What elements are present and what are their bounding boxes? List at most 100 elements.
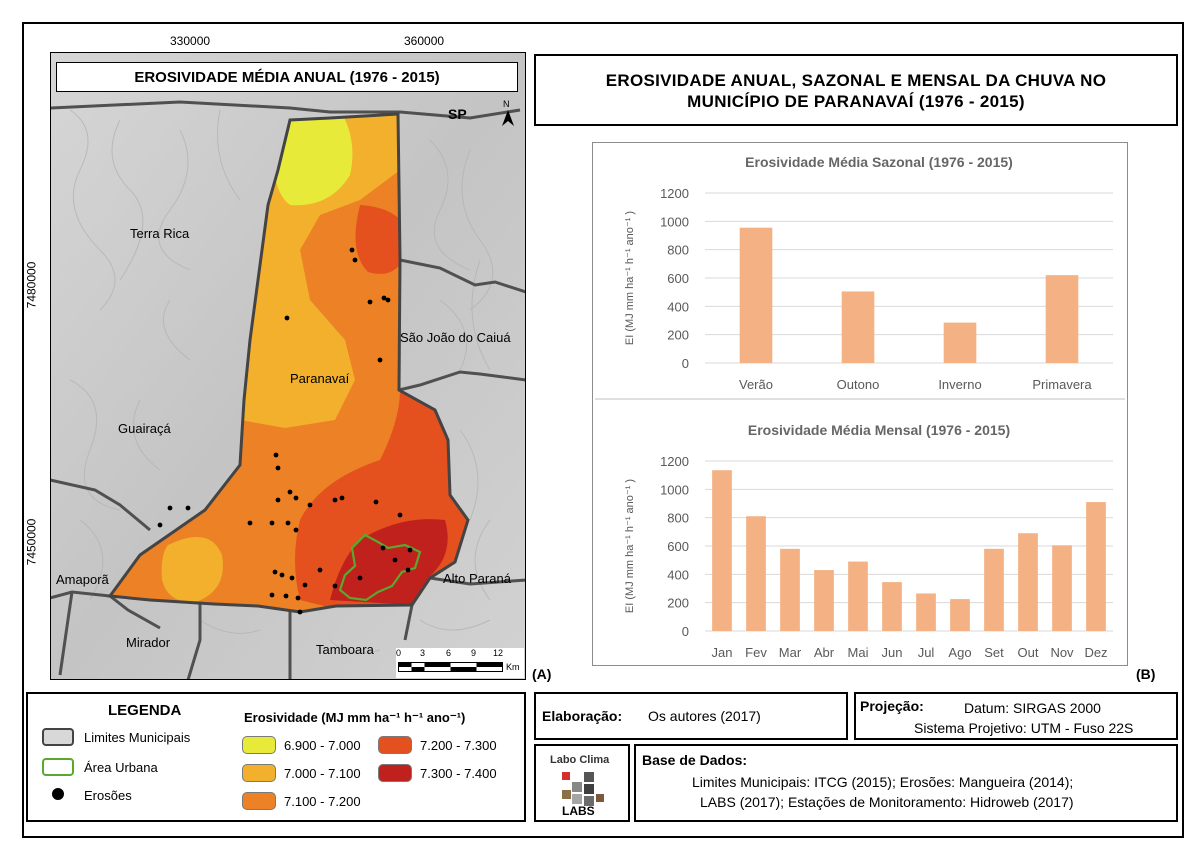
north-arrow-icon bbox=[502, 110, 514, 126]
labs-logo-icon bbox=[562, 772, 604, 806]
y-tick-label: 800 bbox=[667, 243, 689, 258]
x-tick-label: Dez bbox=[1084, 645, 1107, 660]
y-tick-label: 1000 bbox=[660, 214, 689, 229]
x-tick-label: Jan bbox=[712, 645, 733, 660]
paranavai-boundary bbox=[107, 112, 470, 614]
urban-swatch bbox=[42, 758, 74, 776]
projecao-datum: Datum: SIRGAS 2000 bbox=[964, 700, 1101, 716]
class-swatch-2 bbox=[242, 764, 276, 782]
scale-unit: Km bbox=[506, 662, 520, 672]
legend-limits: Limites Municipais bbox=[84, 730, 191, 745]
base-label: Base de Dados: bbox=[642, 752, 748, 768]
chart-title: Erosividade Média Sazonal (1976 - 2015) bbox=[745, 154, 1013, 170]
label-alto-parana: Alto Paraná bbox=[443, 571, 511, 586]
y-axis-label: EI (MJ mm ha⁻¹ h⁻¹ ano⁻¹ ) bbox=[624, 211, 636, 345]
x-tick-label: Mai bbox=[848, 645, 869, 660]
x-tick-label: Jul bbox=[918, 645, 935, 660]
class-swatch-1 bbox=[242, 736, 276, 754]
x-tick-label: Jun bbox=[882, 645, 903, 660]
limits-swatch bbox=[42, 728, 74, 746]
y-tick-label: 1200 bbox=[660, 454, 689, 469]
coord-top-1: 330000 bbox=[170, 34, 211, 48]
label-amapora: Amaporã bbox=[56, 572, 109, 587]
x-tick-label: Primavera bbox=[1032, 377, 1092, 392]
x-tick-label: Fev bbox=[745, 645, 767, 660]
north-label: N bbox=[503, 99, 510, 109]
label-mirador: Mirador bbox=[126, 635, 171, 650]
y-tick-label: 200 bbox=[667, 328, 689, 343]
class-swatch-3 bbox=[242, 792, 276, 810]
x-tick-label: Mar bbox=[779, 645, 802, 660]
x-tick-label: Ago bbox=[948, 645, 971, 660]
x-tick-label: Outono bbox=[837, 377, 880, 392]
projecao-sistema: Sistema Projetivo: UTM - Fuso 22S bbox=[914, 720, 1134, 736]
y-axis-label: EI (MJ mm ha⁻¹ h⁻¹ ano⁻¹ ) bbox=[624, 479, 636, 613]
x-tick-label: Out bbox=[1018, 645, 1039, 660]
y-tick-label: 600 bbox=[667, 271, 689, 286]
scale-label: 12 bbox=[493, 648, 504, 658]
urban-area bbox=[338, 533, 422, 602]
y-tick-label: 400 bbox=[667, 567, 689, 582]
projecao-label: Projeção: bbox=[860, 698, 924, 714]
bar bbox=[746, 516, 766, 631]
map-title: EROSIVIDADE MÉDIA ANUAL (1976 - 2015) bbox=[56, 62, 518, 92]
bar bbox=[1086, 502, 1106, 631]
legend-title: LEGENDA bbox=[108, 702, 182, 719]
label-tamboara: Tamboara bbox=[316, 642, 374, 657]
panel-label-a: (A) bbox=[532, 666, 552, 682]
label-sao-joao: São João do Caiuá bbox=[400, 330, 511, 345]
y-tick-label: 200 bbox=[667, 596, 689, 611]
class-label-3: 7.100 - 7.200 bbox=[284, 794, 361, 809]
elaboracao-label: Elaboração: bbox=[542, 708, 623, 724]
label-terra-rica: Terra Rica bbox=[130, 226, 190, 241]
outer-frame bbox=[22, 22, 1184, 838]
scale-label: 0 bbox=[396, 648, 402, 658]
legend-erosions: Erosões bbox=[84, 788, 132, 803]
scale-label: 9 bbox=[471, 648, 477, 658]
y-tick-label: 400 bbox=[667, 299, 689, 314]
x-tick-label: Nov bbox=[1050, 645, 1074, 660]
coord-top-2: 360000 bbox=[404, 34, 445, 48]
projecao-box: Projeção: Datum: SIRGAS 2000 Sistema Pro… bbox=[854, 692, 1178, 740]
class-swatch-5 bbox=[378, 764, 412, 782]
map-frame: N bbox=[50, 52, 526, 680]
label-guairaca: Guairaçá bbox=[118, 421, 171, 436]
coord-left-2: 7450000 bbox=[24, 518, 39, 566]
y-tick-label: 1000 bbox=[660, 482, 689, 497]
main-title-line2: MUNICÍPIO DE PARANAVAÍ (1976 - 2015) bbox=[687, 92, 1025, 111]
bar bbox=[943, 322, 977, 363]
bar bbox=[950, 599, 970, 631]
chart-title: Erosividade Média Mensal (1976 - 2015) bbox=[748, 422, 1010, 438]
base-line1: Limites Municipais: ITCG (2015); Erosões… bbox=[692, 774, 1074, 790]
elaboracao-value: Os autores (2017) bbox=[648, 708, 761, 724]
elaboracao-box: Elaboração: Os autores (2017) bbox=[534, 692, 848, 740]
bar bbox=[841, 291, 875, 363]
scale-label: 6 bbox=[446, 648, 452, 658]
coord-left-1: 7480000 bbox=[24, 261, 39, 309]
erosion-points bbox=[157, 247, 413, 615]
panel-label-b: (B) bbox=[1136, 666, 1156, 682]
bar bbox=[739, 227, 773, 363]
label-sp: SP bbox=[448, 106, 467, 122]
charts-panel: Erosividade Média Sazonal (1976 - 2015) 0… bbox=[592, 142, 1128, 666]
bar bbox=[814, 570, 834, 631]
x-tick-label: Inverno bbox=[938, 377, 981, 392]
class-label-5: 7.300 - 7.400 bbox=[420, 766, 497, 781]
y-tick-label: 800 bbox=[667, 511, 689, 526]
class-label-1: 6.900 - 7.000 bbox=[284, 738, 361, 753]
legend-urban: Área Urbana bbox=[84, 760, 158, 775]
scale-label: 3 bbox=[420, 648, 426, 658]
main-title-line1: EROSIVIDADE ANUAL, SAZONAL E MENSAL DA C… bbox=[605, 71, 1107, 90]
logo-labs: LABS bbox=[562, 804, 595, 818]
bar bbox=[984, 548, 1004, 631]
label-paranavai: Paranavaí bbox=[290, 371, 350, 386]
bar bbox=[1052, 545, 1072, 631]
scale-bar: 0 3 6 9 12 Km bbox=[396, 648, 524, 678]
y-tick-label: 0 bbox=[682, 624, 689, 639]
bar bbox=[882, 582, 902, 631]
base-line2: LABS (2017); Estações de Monitoramento: … bbox=[700, 794, 1074, 810]
relief-texture bbox=[69, 109, 494, 654]
logo-box: Labo Clima LABS bbox=[534, 744, 630, 822]
base-box: Base de Dados: Limites Municipais: ITCG … bbox=[634, 744, 1178, 822]
erosivity-legend-title: Erosividade (MJ mm ha⁻¹ h⁻¹ ano⁻¹) bbox=[244, 710, 466, 725]
